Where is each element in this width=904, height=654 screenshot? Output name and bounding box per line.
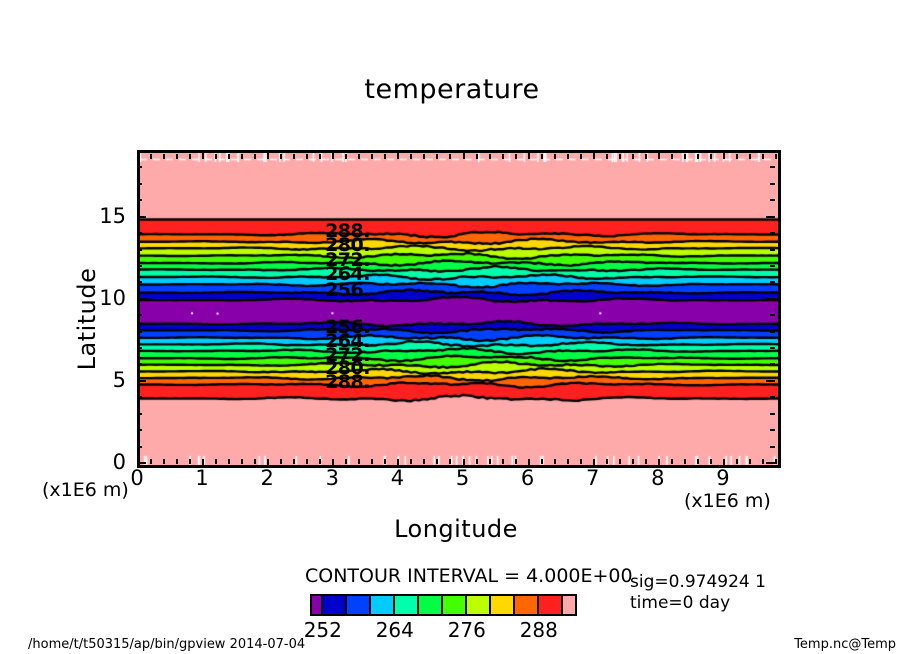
- colorbar-swatch[interactable]: [322, 596, 347, 614]
- annotation-sig: sig=0.974924 1: [630, 572, 766, 592]
- x-axis-tick-label: 1: [195, 466, 209, 490]
- colorbar-swatch[interactable]: [562, 596, 575, 614]
- colorbar[interactable]: [310, 594, 577, 616]
- contour-interval-caption: CONTOUR INTERVAL = 4.000E+00: [305, 565, 633, 587]
- colorbar-swatch[interactable]: [312, 596, 323, 614]
- contour-field: [140, 153, 778, 465]
- x-axis-tick-label: 0: [130, 466, 144, 490]
- colorbar-swatch[interactable]: [466, 596, 491, 614]
- x-axis-title: Longitude: [394, 515, 518, 543]
- colorbar-swatch[interactable]: [538, 596, 563, 614]
- x-axis-tick-label: 9: [716, 466, 730, 490]
- annotation-time: time=0 day: [630, 593, 731, 613]
- x-axis-unit-right: (x1E6 m): [684, 490, 771, 512]
- y-axis-tick-label: 15: [99, 203, 126, 228]
- plot-annotations: sig=0.974924 1 time=0 day: [630, 572, 766, 614]
- colorbar-tick-label: 252: [303, 618, 342, 642]
- x-axis-tick-label: 5: [455, 466, 470, 490]
- page-title: temperature: [364, 74, 540, 105]
- colorbar-swatch[interactable]: [490, 596, 515, 614]
- y-axis-tick-label: 0: [112, 450, 126, 474]
- colorbar-swatch[interactable]: [418, 596, 443, 614]
- x-axis-unit-left: (x1E6 m): [42, 479, 129, 501]
- colorbar-swatch[interactable]: [370, 596, 395, 614]
- x-axis-tick-label: 4: [390, 466, 405, 490]
- x-axis-tick-label: 2: [260, 466, 274, 490]
- x-axis-tick-label: 7: [586, 466, 600, 490]
- colorbar-swatch[interactable]: [394, 596, 419, 614]
- y-axis-tick-label: 5: [112, 367, 126, 392]
- colorbar-swatch[interactable]: [346, 596, 371, 614]
- contour-plot-area[interactable]: [137, 150, 781, 468]
- x-axis-tick-label: 3: [325, 466, 339, 490]
- footer-dataset-name: Temp.nc@Temp: [794, 637, 896, 652]
- y-axis-title: Latitude: [73, 267, 101, 371]
- colorbar-swatch[interactable]: [514, 596, 539, 614]
- x-axis-tick-label: 6: [520, 466, 535, 490]
- colorbar-tick-label: 276: [447, 618, 486, 642]
- colorbar-tick-label: 264: [375, 618, 414, 642]
- y-axis-tick-label: 10: [99, 285, 126, 310]
- colorbar-tick-label: 288: [519, 618, 558, 642]
- x-axis-tick-label: 8: [651, 466, 665, 490]
- colorbar-swatch[interactable]: [442, 596, 467, 614]
- footer-command-path: /home/t/t50315/ap/bin/gpview 2014-07-04: [28, 637, 306, 652]
- colorbar-tick-labels: 252 264 276 288: [304, 618, 577, 642]
